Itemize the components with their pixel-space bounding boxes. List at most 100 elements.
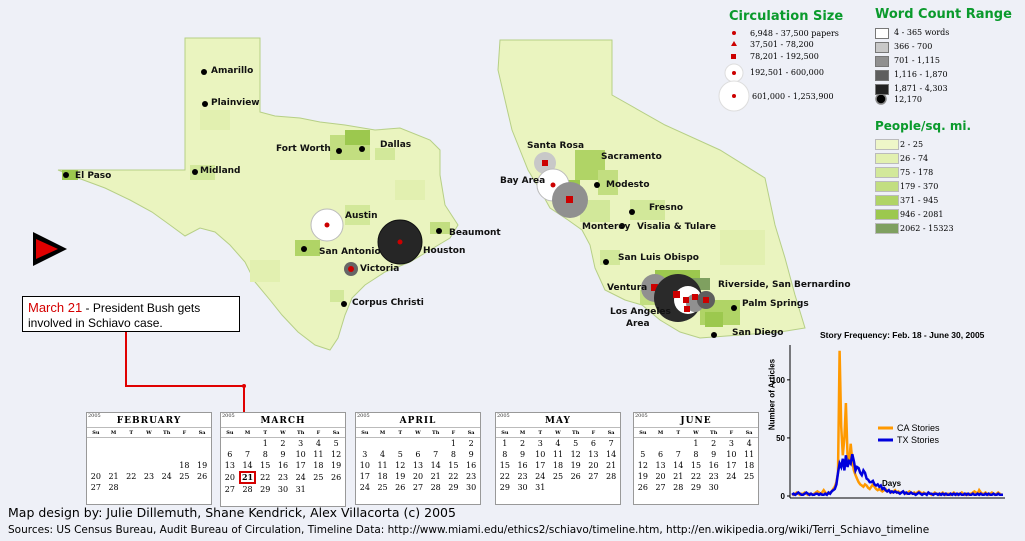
calendar-day[interactable]: 25 (377, 483, 388, 492)
calendar-day[interactable]: 15 (690, 461, 702, 470)
calendar-day[interactable]: 16 (277, 461, 289, 470)
calendar-day[interactable]: 19 (570, 461, 581, 470)
selected-day-label[interactable]: 21 (238, 471, 257, 484)
calendar-day[interactable]: 17 (359, 472, 370, 481)
calendar-day-selected[interactable]: 21 (238, 471, 257, 484)
calendar-day[interactable]: 14 (242, 461, 253, 470)
calendar-day[interactable]: 2 (711, 439, 717, 448)
calendar-day[interactable]: 4 (380, 450, 386, 459)
calendar-day[interactable]: 20 (588, 461, 599, 470)
calendar-day[interactable]: 9 (711, 450, 717, 459)
calendar-day[interactable]: 21 (673, 472, 684, 481)
calendar-day[interactable]: 3 (728, 439, 734, 448)
calendar-day[interactable]: 19 (395, 472, 406, 481)
calendar-day[interactable]: 5 (397, 450, 403, 459)
calendar-day[interactable]: 23 (466, 472, 477, 481)
calendar-day[interactable]: 26 (637, 483, 648, 492)
calendar-day[interactable]: 28 (108, 483, 119, 492)
calendar-day[interactable]: 7 (675, 450, 681, 459)
calendar-day[interactable]: 20 (90, 472, 101, 481)
calendar-day[interactable]: 27 (588, 472, 599, 481)
calendar-day[interactable]: 4 (315, 439, 321, 448)
calendar-day[interactable]: 25 (744, 472, 755, 481)
calendar-day[interactable]: 7 (245, 450, 251, 459)
calendar-day[interactable]: 29 (448, 483, 459, 492)
calendar-day[interactable]: 26 (570, 472, 581, 481)
calendar-day[interactable]: 19 (331, 461, 342, 470)
calendar-day[interactable]: 8 (693, 450, 699, 459)
calendar-day[interactable]: 25 (552, 472, 564, 481)
calendar-day[interactable]: 15 (260, 461, 271, 470)
calendar-day[interactable]: 23 (517, 472, 528, 481)
calendar-day[interactable]: 11 (552, 450, 564, 459)
calendar-day[interactable]: 11 (313, 450, 324, 459)
calendar-day[interactable]: 24 (726, 472, 737, 481)
calendar-day[interactable]: 8 (262, 450, 268, 459)
calendar-day[interactable]: 10 (535, 450, 546, 459)
calendar-day[interactable]: 27 (655, 483, 666, 492)
calendar-day[interactable]: 11 (377, 461, 388, 470)
calendar-day[interactable]: 6 (590, 439, 596, 448)
calendar-day[interactable]: 18 (313, 461, 324, 470)
calendar-day[interactable]: 6 (415, 450, 421, 459)
calendar-day[interactable]: 10 (726, 450, 737, 459)
calendar-day[interactable]: 16 (466, 461, 477, 470)
calendar-day[interactable]: 6 (658, 450, 664, 459)
calendar-day[interactable]: 31 (535, 483, 546, 492)
calendar-day[interactable]: 30 (517, 483, 528, 492)
calendar-day[interactable]: 30 (708, 483, 719, 492)
calendar-day[interactable]: 27 (412, 483, 424, 492)
calendar-day[interactable]: 12 (637, 461, 648, 470)
calendar-day[interactable]: 23 (143, 472, 155, 481)
calendar-day[interactable]: 28 (606, 472, 617, 481)
calendar-day[interactable]: 27 (90, 483, 101, 492)
calendar-day[interactable]: 2 (468, 439, 474, 448)
calendar-day[interactable]: 29 (690, 483, 702, 492)
calendar-day[interactable]: 24 (161, 472, 172, 481)
calendar-day[interactable]: 13 (412, 461, 424, 470)
calendar-day[interactable]: 16 (708, 461, 719, 470)
calendar-day[interactable]: 1 (262, 439, 268, 448)
calendar-day[interactable]: 5 (640, 450, 646, 459)
calendar-day[interactable]: 18 (552, 461, 564, 470)
calendar-day[interactable]: 21 (606, 461, 617, 470)
calendar-day[interactable]: 17 (535, 461, 546, 470)
calendar-day[interactable]: 30 (277, 485, 289, 494)
calendar-day[interactable]: 3 (362, 450, 368, 459)
calendar-day[interactable]: 21 (430, 472, 441, 481)
calendar-day[interactable]: 19 (197, 461, 208, 470)
calendar-day[interactable]: 23 (277, 473, 289, 482)
calendar-day[interactable]: 26 (197, 472, 208, 481)
calendar-day[interactable]: 24 (535, 472, 546, 481)
calendar-day[interactable]: 7 (608, 439, 614, 448)
calendar-day[interactable]: 12 (570, 450, 581, 459)
calendar-day[interactable]: 2 (280, 439, 286, 448)
calendar-day[interactable]: 9 (280, 450, 286, 459)
calendar-day[interactable]: 1 (502, 439, 508, 448)
calendar-day[interactable]: 26 (395, 483, 406, 492)
calendar-day[interactable]: 12 (331, 450, 342, 459)
calendar-day[interactable]: 15 (499, 461, 510, 470)
calendar-day[interactable]: 8 (450, 450, 456, 459)
calendar-day[interactable]: 3 (298, 439, 304, 448)
calendar-day[interactable]: 2 (520, 439, 526, 448)
calendar-day[interactable]: 14 (606, 450, 617, 459)
calendar-day[interactable]: 29 (499, 483, 510, 492)
calendar-day[interactable]: 4 (555, 439, 561, 448)
calendar-day[interactable]: 5 (333, 439, 339, 448)
calendar-day[interactable]: 24 (359, 483, 370, 492)
calendar-day[interactable]: 12 (395, 461, 406, 470)
calendar-day[interactable]: 19 (637, 472, 648, 481)
calendar-day[interactable]: 22 (499, 472, 510, 481)
calendar-day[interactable]: 10 (295, 450, 306, 459)
calendar-day[interactable]: 22 (260, 473, 271, 482)
calendar-day[interactable]: 1 (450, 439, 456, 448)
calendar-day[interactable]: 18 (744, 461, 755, 470)
calendar-day[interactable]: 5 (573, 439, 579, 448)
calendar-day[interactable]: 22 (126, 472, 137, 481)
calendar-day[interactable]: 25 (179, 472, 190, 481)
calendar-day[interactable]: 16 (517, 461, 528, 470)
calendar-day[interactable]: 11 (744, 450, 755, 459)
calendar-day[interactable]: 9 (468, 450, 474, 459)
calendar-day[interactable]: 13 (224, 461, 235, 470)
